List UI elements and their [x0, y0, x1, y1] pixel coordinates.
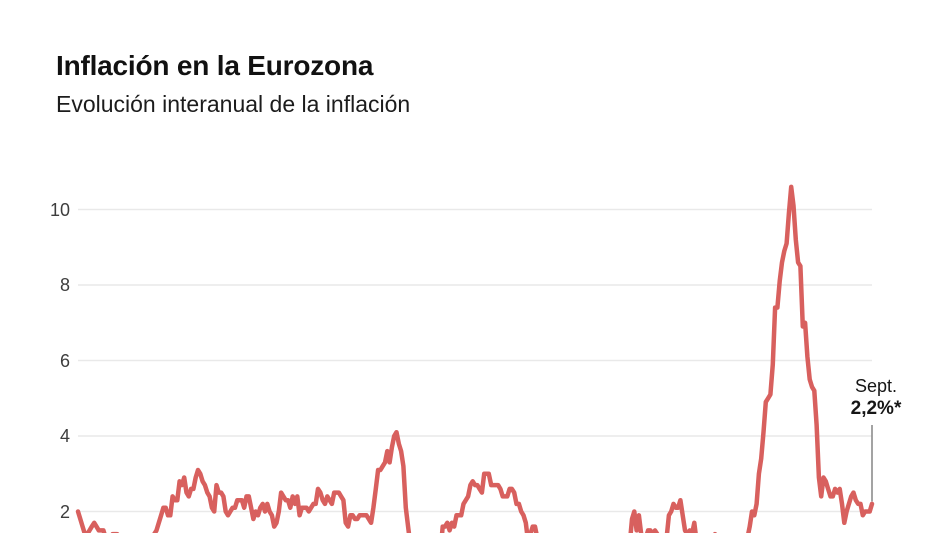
y-axis-tick-label-4: 4	[59, 426, 70, 446]
gridlines	[78, 208, 872, 513]
y-axis-tick-label-8: 8	[59, 275, 70, 295]
latest-value-annotation: Sept. 2,2%*	[811, 376, 941, 420]
y-axis-tick-label-6: 6	[59, 350, 70, 371]
inflation-series-line	[75, 184, 875, 533]
y-axis-tick-label-10: 10	[49, 199, 70, 220]
page-title: Inflación en la Eurozona	[56, 50, 374, 81]
annotation-month-label: Sept.	[854, 376, 898, 396]
annotation-value-label: 2,2%*	[850, 398, 902, 419]
y-axis-tick-label-2: 2	[59, 501, 70, 522]
page-subtitle: Evolución interanual de la inflación	[56, 91, 411, 117]
